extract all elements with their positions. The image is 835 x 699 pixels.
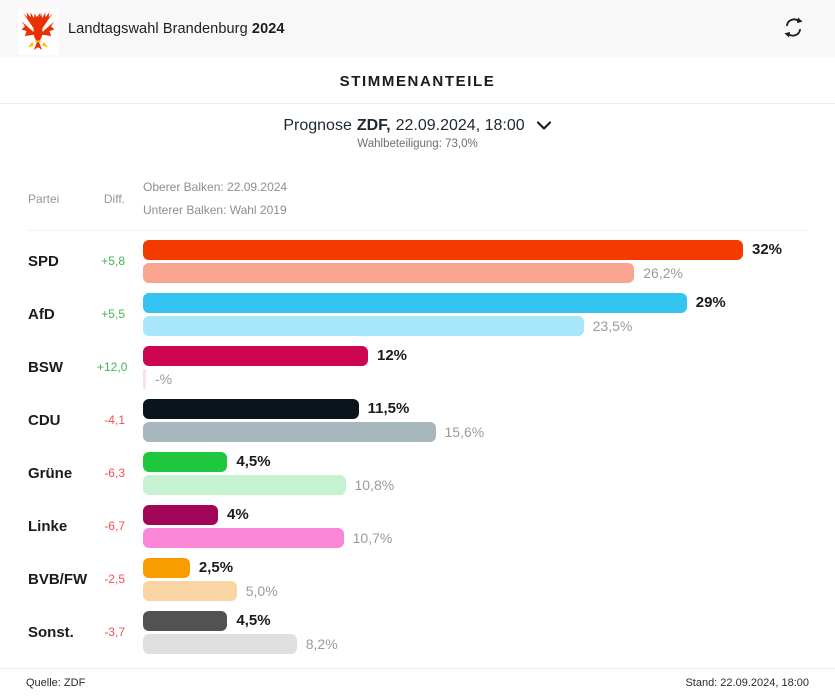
party-label: Sonst. bbox=[28, 623, 74, 641]
previous-bar bbox=[143, 633, 297, 654]
current-value-label: 12% bbox=[377, 347, 408, 365]
party-bars: 29% 23,5% bbox=[125, 292, 807, 336]
previous-value-label: 26,2% bbox=[643, 264, 683, 281]
current-bar bbox=[143, 557, 190, 578]
party-row: Linke -6,7 4% 10,7% bbox=[28, 504, 807, 548]
previous-bar bbox=[143, 527, 344, 548]
previous-bar bbox=[143, 262, 635, 283]
current-value-label: 29% bbox=[695, 294, 726, 312]
party-row: Grüne -6,3 4,5% 10,8% bbox=[28, 451, 807, 495]
diff-value: -2,5 bbox=[104, 572, 125, 587]
current-bar bbox=[143, 610, 228, 631]
page-title-year: 2024 bbox=[251, 20, 285, 37]
diff-value: -4,1 bbox=[104, 413, 125, 428]
previous-bar bbox=[143, 421, 436, 442]
previous-bar bbox=[143, 580, 237, 601]
diff-value: +5,5 bbox=[101, 307, 125, 322]
current-bar bbox=[143, 504, 218, 525]
party-row: Sonst. -3,7 4,5% 8,2% bbox=[28, 610, 807, 654]
party-label: SPD bbox=[28, 252, 59, 270]
previous-bar bbox=[143, 368, 146, 389]
legend-row: Partei Diff. Oberer Balken: 22.09.2024 U… bbox=[28, 176, 807, 222]
legend-bars-explainer: Oberer Balken: 22.09.2024 Unterer Balken… bbox=[125, 176, 807, 222]
current-bar bbox=[143, 451, 228, 472]
brandenburg-eagle-logo bbox=[18, 8, 58, 55]
current-value-label: 4% bbox=[227, 506, 249, 524]
previous-value-label: 23,5% bbox=[592, 317, 633, 334]
party-row: BVB/FW -2,5 2,5% 5,0% bbox=[28, 557, 807, 601]
legend-upper-bar: Oberer Balken: 22.09.2024 bbox=[143, 180, 288, 194]
subtitle-source: ZDF, bbox=[356, 117, 391, 134]
current-value-label: 2,5% bbox=[198, 559, 234, 577]
party-label: Linke bbox=[28, 517, 68, 535]
diff-value: -6,3 bbox=[104, 466, 125, 481]
party-row: BSW +12,0 12% -% bbox=[28, 345, 807, 389]
current-value-label: 4,5% bbox=[236, 612, 271, 630]
party-bars: 32% 26,2% bbox=[125, 239, 807, 283]
party-row: CDU -4,1 11,5% 15,6% bbox=[28, 398, 807, 442]
stand-label: Stand: 22.09.2024, 18:00 bbox=[685, 677, 809, 689]
current-bar bbox=[143, 239, 743, 260]
party-bars: 4,5% 8,2% bbox=[125, 610, 807, 654]
party-bars: 11,5% 15,6% bbox=[125, 398, 807, 442]
previous-value-label: 10,8% bbox=[354, 476, 395, 493]
party-label: AfD bbox=[28, 305, 55, 323]
current-value-label: 32% bbox=[752, 241, 783, 259]
chart-title: STIMMENANTEILE bbox=[339, 73, 496, 90]
previous-value-label: 8,2% bbox=[305, 635, 338, 652]
title-divider bbox=[0, 103, 835, 104]
previous-value-label: -% bbox=[155, 370, 173, 387]
refresh-icon bbox=[784, 17, 803, 37]
previous-value-label: 10,7% bbox=[352, 529, 393, 546]
turnout-label: Wahlbeteiligung: 73,0% bbox=[357, 138, 478, 150]
party-label: BVB/FW bbox=[28, 570, 88, 588]
current-value-label: 4,5% bbox=[236, 453, 271, 471]
previous-value-label: 5,0% bbox=[245, 582, 278, 599]
legend-diff-column: Diff. bbox=[103, 191, 125, 206]
party-bars: 4% 10,7% bbox=[125, 504, 807, 548]
eagle-icon bbox=[20, 11, 56, 52]
current-bar bbox=[143, 398, 359, 419]
refresh-button[interactable] bbox=[778, 12, 809, 46]
party-bars: 12% -% bbox=[125, 345, 807, 389]
app-header: Landtagswahl Brandenburg 2024 bbox=[0, 0, 835, 57]
previous-bar bbox=[143, 315, 584, 336]
chart-rows: SPD +5,8 32% 26,2% AfD +5,5 29% 23,5% bbox=[28, 239, 807, 654]
party-row: SPD +5,8 32% 26,2% bbox=[28, 239, 807, 283]
party-label: Grüne bbox=[28, 464, 73, 482]
previous-value-label: 15,6% bbox=[444, 423, 485, 440]
chart-area: Partei Diff. Oberer Balken: 22.09.2024 U… bbox=[0, 150, 835, 664]
diff-value: -3,7 bbox=[104, 625, 125, 640]
legend-party-column: Partei bbox=[28, 191, 60, 206]
page-footer: Quelle: ZDF Stand: 22.09.2024, 18:00 bbox=[0, 668, 835, 699]
current-bar bbox=[143, 345, 368, 366]
page-title: Landtagswahl Brandenburg 2024 bbox=[68, 21, 285, 37]
previous-bar bbox=[143, 474, 346, 495]
party-label: BSW bbox=[28, 358, 63, 376]
current-bar bbox=[143, 292, 687, 313]
legend-lower-bar: Unterer Balken: Wahl 2019 bbox=[143, 202, 287, 217]
subtitle-datetime: 22.09.2024, 18:00 bbox=[395, 117, 525, 134]
party-bars: 2,5% 5,0% bbox=[125, 557, 807, 601]
diff-value: +5,8 bbox=[101, 254, 125, 269]
legend-divider bbox=[28, 229, 807, 231]
chevron-down-icon bbox=[536, 121, 551, 130]
diff-value: -6,7 bbox=[104, 519, 125, 534]
current-value-label: 11,5% bbox=[367, 400, 410, 418]
diff-value: +12,0 bbox=[97, 360, 128, 375]
party-row: AfD +5,5 29% 23,5% bbox=[28, 292, 807, 336]
party-label: CDU bbox=[28, 411, 61, 429]
source-label: Quelle: ZDF bbox=[26, 677, 86, 689]
subtitle-prefix: Prognose bbox=[283, 117, 352, 134]
page-title-text: Landtagswahl Brandenburg bbox=[68, 20, 248, 37]
party-bars: 4,5% 10,8% bbox=[125, 451, 807, 495]
prognosis-dropdown[interactable]: Prognose ZDF, 22.09.2024, 18:00 bbox=[0, 117, 835, 135]
